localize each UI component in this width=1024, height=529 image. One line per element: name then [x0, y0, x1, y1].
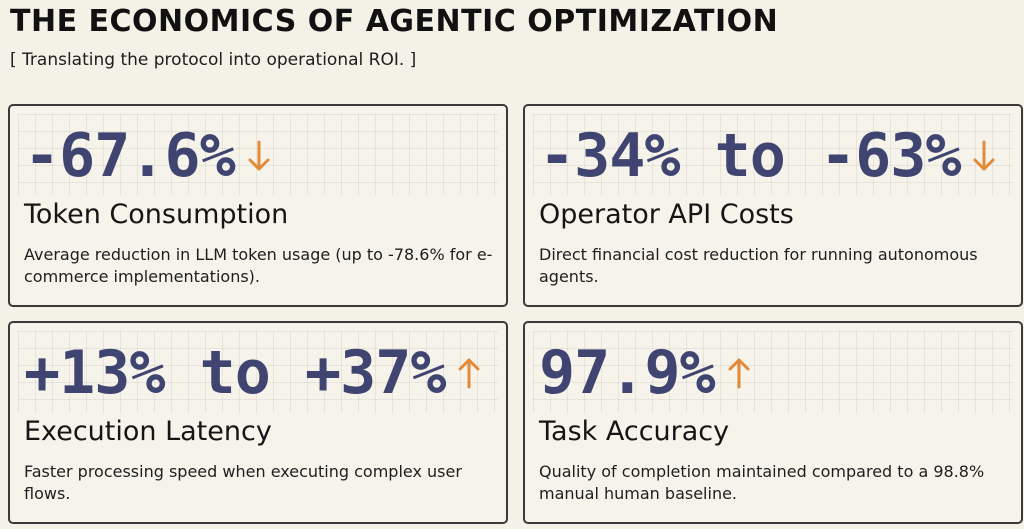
metric-value-row: -34% to -63%: [539, 122, 996, 190]
metric-title: Task Accuracy: [539, 416, 730, 447]
metric-description: Average reduction in LLM token usage (up…: [24, 245, 493, 286]
metric-value-row: -67.6%: [24, 122, 271, 190]
arrow-up-icon: [727, 356, 751, 390]
metric-value: 97.9%: [539, 338, 716, 408]
page-subtitle: [ Translating the protocol into operatio…: [10, 50, 417, 70]
metric-card-token-consumption: -67.6% Token Consumption Average reducti…: [8, 104, 508, 307]
grid-background: [18, 331, 498, 413]
page-title: THE ECONOMICS OF AGENTIC OPTIMIZATION: [10, 4, 779, 39]
metric-title: Execution Latency: [24, 416, 272, 447]
metric-value-row: +13% to +37%: [24, 339, 481, 407]
arrow-down-icon: [247, 139, 271, 173]
metric-value: +13% to +37%: [24, 338, 446, 408]
arrow-up-icon: [457, 356, 481, 390]
metric-title: Operator API Costs: [539, 199, 794, 230]
metric-description: Quality of completion maintained compare…: [539, 462, 985, 503]
metric-title: Token Consumption: [24, 199, 289, 230]
metric-card-operator-api-costs: -34% to -63% Operator API Costs Direct f…: [523, 104, 1023, 307]
metric-description: Faster processing speed when executing c…: [24, 462, 462, 503]
metric-description: Direct financial cost reduction for runn…: [539, 245, 978, 286]
grid-background: [533, 331, 1013, 413]
metric-value-row: 97.9%: [539, 339, 751, 407]
metric-value: -34% to -63%: [539, 121, 961, 191]
metric-card-task-accuracy: 97.9% Task Accuracy Quality of completio…: [523, 321, 1023, 524]
metric-card-execution-latency: +13% to +37% Execution Latency Faster pr…: [8, 321, 508, 524]
metric-value: -67.6%: [24, 121, 236, 191]
grid-background: [533, 114, 1013, 196]
arrow-down-icon: [972, 139, 996, 173]
